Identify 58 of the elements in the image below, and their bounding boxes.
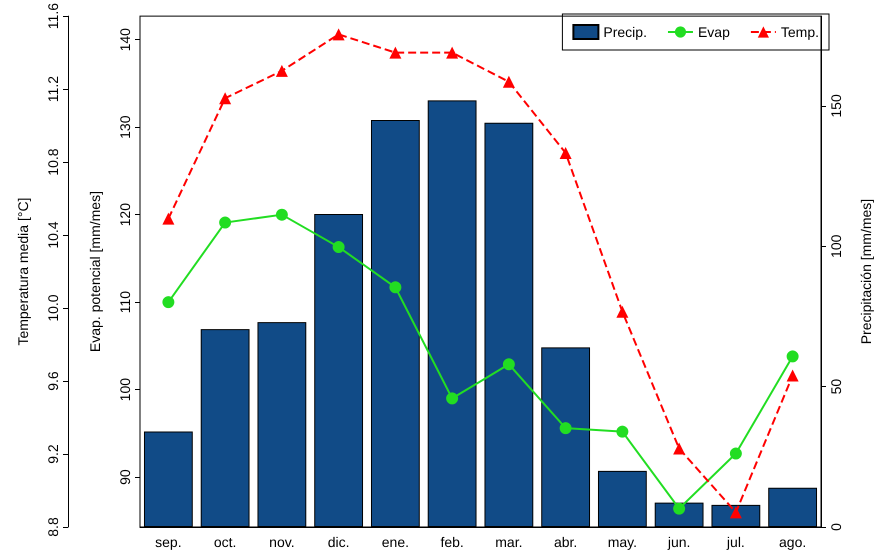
legend-label: Evap bbox=[698, 24, 730, 40]
point bbox=[502, 358, 515, 370]
y3-axis-title: Temperatura media [°C] bbox=[15, 198, 31, 346]
x-tick-label: mar. bbox=[495, 534, 522, 550]
y3-tick-label: 9.6 bbox=[45, 371, 61, 391]
point bbox=[332, 28, 345, 40]
x-tick-label: oct. bbox=[214, 534, 236, 550]
y3-tick-label: 11.6 bbox=[45, 2, 61, 30]
legend-label: Precip. bbox=[603, 24, 647, 40]
y3-tick-label: 10.8 bbox=[45, 148, 61, 176]
y-axis-title: Evap. potencial [mm/mes] bbox=[87, 191, 103, 352]
point bbox=[616, 306, 628, 318]
y2-tick-label: 100 bbox=[828, 234, 844, 258]
y3-tick-label: 9.2 bbox=[45, 444, 61, 464]
x-tick-label: abr. bbox=[554, 534, 578, 550]
x-tick-label: jun. bbox=[666, 534, 690, 550]
x-tick-label: may. bbox=[608, 534, 638, 550]
y-tick-label: 130 bbox=[117, 115, 133, 139]
point bbox=[786, 370, 799, 382]
y2-tick-label: 150 bbox=[828, 94, 844, 118]
point bbox=[389, 46, 402, 59]
x-tick-label: dic. bbox=[328, 534, 350, 550]
y2-tick-label: 0 bbox=[828, 522, 844, 531]
x-tick-label: nov. bbox=[269, 534, 295, 550]
y-tick-label: 90 bbox=[117, 469, 133, 485]
point bbox=[786, 350, 799, 362]
point bbox=[446, 392, 458, 404]
y3-tick-label: 10.4 bbox=[45, 221, 61, 249]
point bbox=[162, 212, 174, 225]
point bbox=[560, 422, 572, 434]
y-tick-label: 120 bbox=[117, 202, 133, 226]
point bbox=[162, 296, 174, 308]
x-tick-label: sep. bbox=[155, 534, 182, 550]
point bbox=[276, 208, 288, 221]
point bbox=[389, 281, 402, 294]
point bbox=[219, 92, 232, 104]
point bbox=[730, 448, 742, 460]
point bbox=[332, 241, 345, 254]
legend-label: Temp. bbox=[780, 24, 819, 40]
x-tick-label: ago. bbox=[779, 534, 806, 550]
y2-tick-label: 50 bbox=[828, 378, 844, 394]
point bbox=[276, 64, 288, 77]
point bbox=[616, 426, 628, 438]
y3-tick-label: 10.0 bbox=[45, 294, 61, 322]
y2-axis-title: Precipitación [mm/mes] bbox=[858, 198, 874, 344]
y3-tick-label: 8.8 bbox=[45, 517, 61, 537]
x-tick-label: feb. bbox=[440, 534, 464, 550]
y3-tick-label: 11.2 bbox=[45, 76, 61, 102]
point bbox=[502, 76, 515, 88]
y-tick-label: 100 bbox=[117, 378, 133, 402]
x-tick-label: jul. bbox=[726, 534, 745, 550]
y-tick-label: 110 bbox=[117, 290, 133, 314]
point bbox=[560, 146, 572, 159]
x-tick-label: ene. bbox=[382, 534, 409, 550]
point bbox=[673, 442, 686, 455]
point bbox=[446, 46, 458, 59]
point bbox=[219, 216, 232, 229]
y-tick-label: 140 bbox=[117, 28, 133, 52]
